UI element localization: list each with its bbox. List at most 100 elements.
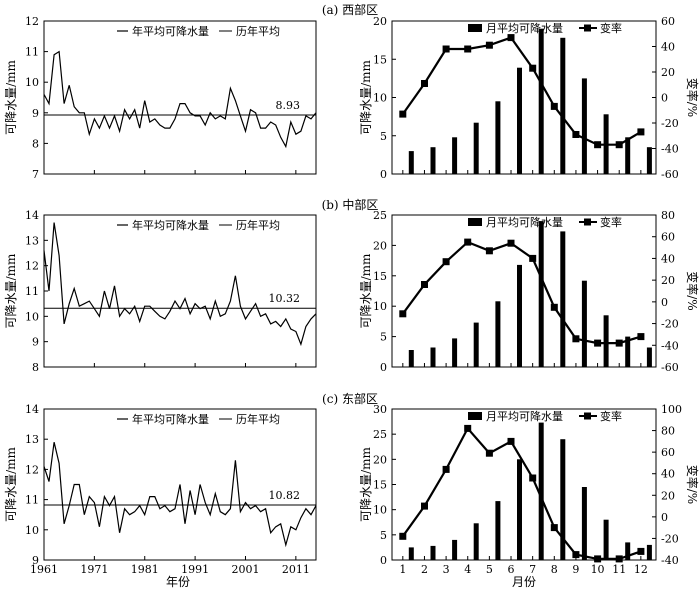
- x-tick-label: 11: [612, 563, 626, 576]
- y2-tick-label: 0: [661, 296, 668, 309]
- rate-marker: [442, 258, 450, 266]
- monthly-bar: [473, 122, 479, 174]
- rate-marker: [637, 333, 645, 341]
- plot-frame: [391, 408, 657, 561]
- rate-marker: [421, 502, 428, 510]
- rate-marker: [572, 335, 580, 343]
- rate-marker: [529, 474, 537, 482]
- y2-tick-label: -40: [661, 143, 679, 156]
- y-axis-title: 可降水量/mm: [359, 253, 373, 328]
- legend-label-bar: 月平均可降水量: [486, 215, 563, 229]
- y-tick-label: 15: [373, 53, 387, 66]
- rate-marker: [485, 449, 493, 457]
- y2-axis-title: 变率/%: [685, 271, 700, 310]
- y2-axis-title: 变率/%: [685, 78, 700, 117]
- y2-tick-label: -40: [661, 339, 679, 352]
- x-tick-label: 6: [508, 563, 515, 576]
- y-tick-label: 13: [25, 234, 39, 247]
- y2-tick-label: -20: [661, 318, 679, 331]
- y-axis-title: 可降水量/mm: [359, 59, 373, 134]
- x-tick-label: 1991: [181, 563, 209, 576]
- rate-marker: [421, 80, 428, 87]
- legend-label-annual: 年平均可降水量: [132, 24, 209, 38]
- legend-label-annual: 年平均可降水量: [132, 218, 209, 232]
- y-tick-label: 14: [25, 403, 39, 416]
- y-tick-label: 11: [25, 46, 39, 59]
- left-x-axis-title: 年份: [166, 575, 190, 589]
- monthly-bar: [646, 147, 652, 174]
- y2-axis-title: 变率/%: [685, 465, 700, 504]
- y-tick-label: 12: [25, 463, 39, 476]
- monthly-bar: [581, 280, 587, 367]
- monthly-bar: [625, 137, 631, 174]
- y-tick-label: 12: [25, 15, 39, 28]
- x-tick-label: 1: [399, 563, 406, 576]
- x-tick-label: 2011: [282, 563, 310, 576]
- legend-swatch-bar: [468, 412, 482, 420]
- y-axis-title: 可降水量/mm: [4, 59, 18, 134]
- rate-marker: [550, 102, 558, 110]
- rate-marker: [442, 465, 450, 473]
- monthly-bar: [581, 78, 587, 174]
- rate-marker: [572, 551, 580, 559]
- x-tick-label: 5: [486, 563, 493, 576]
- monthly-bar: [452, 539, 458, 560]
- monthly-bar: [560, 37, 566, 174]
- monthly-bar: [538, 221, 544, 367]
- monthly-bar: [581, 487, 587, 560]
- x-tick-label: 9: [572, 563, 579, 576]
- mean-value-label: 10.82: [269, 489, 301, 502]
- y-tick-label: 0: [380, 361, 387, 374]
- legend-label-rate: 变率: [600, 21, 622, 35]
- rate-marker: [529, 254, 537, 262]
- legend-swatch-bar: [468, 218, 482, 226]
- legend-marker-rate: [584, 218, 591, 226]
- mean-value-label: 10.32: [269, 292, 301, 305]
- y-tick-label: 9: [32, 554, 39, 567]
- rate-marker: [399, 532, 407, 540]
- y-tick-label: 20: [373, 453, 387, 466]
- monthly-bar: [473, 523, 479, 560]
- rate-marker: [399, 110, 407, 118]
- legend-swatch-bar: [468, 24, 482, 32]
- rate-marker: [637, 547, 645, 555]
- rate-marker: [572, 131, 580, 138]
- monthly-bar: [430, 347, 436, 367]
- rate-marker: [529, 64, 537, 72]
- y-tick-label: 10: [373, 504, 387, 517]
- rate-marker: [464, 45, 472, 53]
- y2-tick-label: -60: [661, 361, 679, 374]
- y-tick-label: 25: [373, 428, 387, 441]
- legend-label-mean: 历年平均: [236, 218, 280, 232]
- y-tick-label: 20: [373, 239, 387, 252]
- panel-title-a: (a) 西部区: [322, 2, 378, 17]
- y2-tick-label: 80: [661, 209, 675, 222]
- rate-marker: [464, 238, 472, 246]
- monthly-bar: [538, 28, 544, 175]
- monthly-bar: [625, 542, 631, 560]
- y2-tick-label: -20: [661, 117, 679, 130]
- y2-tick-label: 20: [661, 66, 675, 79]
- legend-label-bar: 月平均可降水量: [486, 409, 563, 423]
- y2-tick-label: -40: [661, 554, 679, 567]
- monthly-bar: [603, 315, 609, 367]
- monthly-bar: [625, 336, 631, 367]
- rate-line: [401, 240, 642, 345]
- rate-marker: [507, 437, 515, 445]
- plot-frame: [391, 214, 657, 368]
- legend-marker-rate: [584, 412, 591, 420]
- monthly-bar: [560, 231, 566, 367]
- y-axis-title: 可降水量/mm: [4, 446, 18, 521]
- rate-line: [401, 426, 642, 561]
- rate-marker: [485, 41, 493, 49]
- y2-tick-label: 20: [661, 274, 675, 287]
- y-axis-title: 可降水量/mm: [359, 446, 373, 521]
- monthly-bar: [646, 544, 652, 560]
- y-tick-label: 10: [25, 76, 39, 89]
- monthly-bar: [408, 350, 414, 367]
- y2-tick-label: 60: [661, 15, 675, 28]
- monthly-bar: [646, 347, 652, 367]
- y-tick-label: 10: [25, 310, 39, 323]
- y-tick-label: 10: [373, 300, 387, 313]
- rate-marker: [615, 555, 623, 563]
